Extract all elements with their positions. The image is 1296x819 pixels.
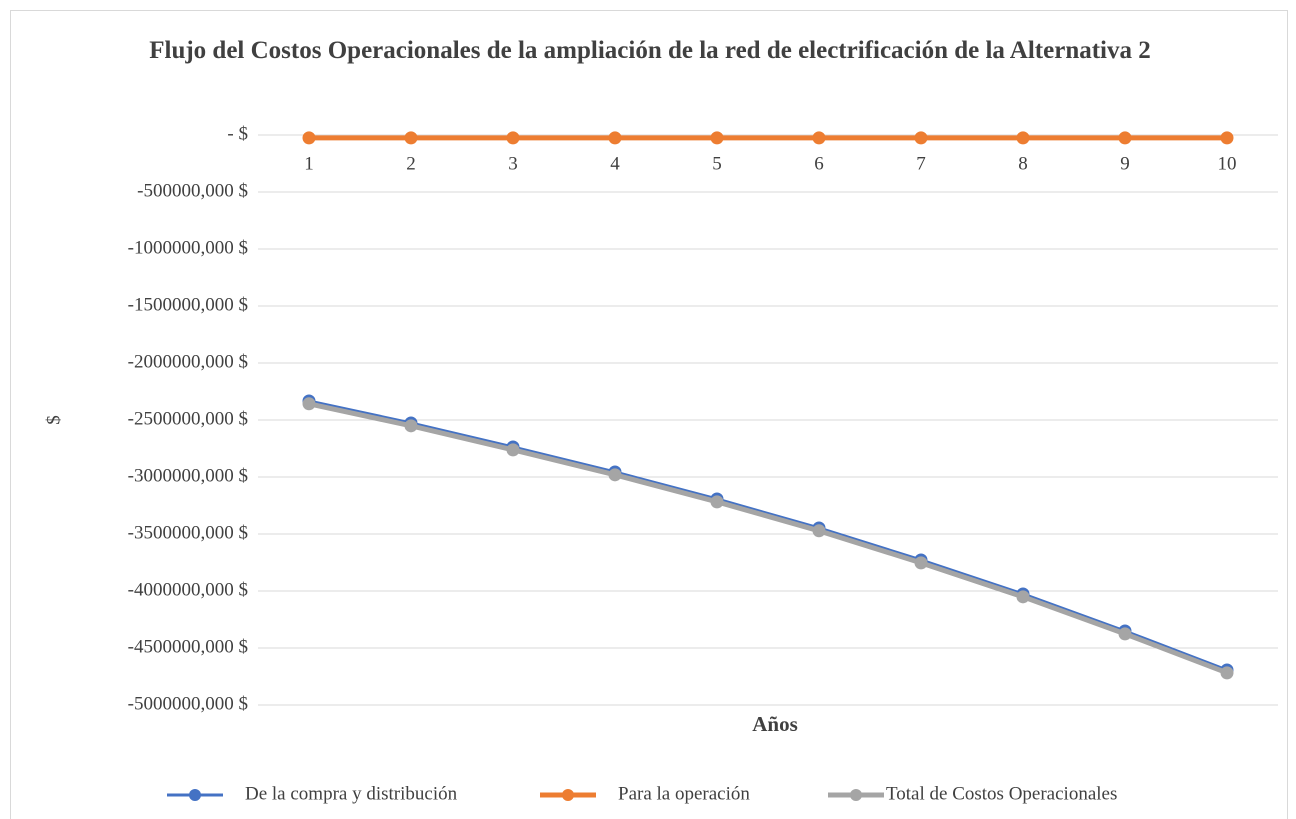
x-tick-label: 2 — [406, 153, 416, 174]
point-marker — [506, 131, 520, 145]
series-line — [308, 399, 1228, 672]
y-tick-label: -500000,000 $ — [137, 180, 248, 201]
x-tick-label: 7 — [916, 153, 926, 174]
legend-marker — [189, 789, 201, 801]
y-axis-title: $ — [43, 415, 64, 425]
legend-label: Para la operación — [618, 783, 750, 804]
y-tick-label: -5000000,000 $ — [128, 693, 248, 714]
legend-marker — [850, 789, 862, 801]
chart-border — [10, 10, 1288, 819]
point-marker — [1016, 590, 1030, 604]
point-marker — [506, 443, 520, 457]
x-tick-label: 8 — [1018, 153, 1028, 174]
point-marker — [404, 419, 418, 433]
point-marker — [914, 131, 928, 145]
point-marker — [302, 131, 316, 145]
x-tick-label: 5 — [712, 153, 722, 174]
legend-label: Total de Costos Operacionales — [886, 783, 1117, 804]
y-tick-label: -2000000,000 $ — [128, 351, 248, 372]
y-tick-label: -2500000,000 $ — [128, 408, 248, 429]
point-marker — [812, 131, 826, 145]
point-marker — [710, 495, 724, 509]
x-tick-label: 4 — [610, 153, 620, 174]
point-marker — [608, 131, 622, 145]
x-tick-label: 10 — [1218, 153, 1237, 174]
point-marker — [1220, 666, 1234, 680]
y-tick-label: -1500000,000 $ — [128, 294, 248, 315]
x-tick-label: 1 — [304, 153, 314, 174]
legend-marker — [562, 789, 574, 801]
y-tick-label: -4000000,000 $ — [128, 579, 248, 600]
point-marker — [1118, 627, 1132, 641]
x-tick-label: 3 — [508, 153, 518, 174]
point-marker — [608, 468, 622, 482]
y-tick-label: -4500000,000 $ — [128, 636, 248, 657]
series-line — [308, 401, 1228, 676]
x-axis-title: Años — [752, 712, 798, 736]
y-tick-label: -3000000,000 $ — [128, 465, 248, 486]
point-marker — [1118, 131, 1132, 145]
y-tick-label: - $ — [227, 123, 248, 144]
point-marker — [710, 131, 724, 145]
chart-title: Flujo del Costos Operacionales de la amp… — [149, 37, 1151, 64]
point-marker — [914, 556, 928, 570]
x-tick-label: 9 — [1120, 153, 1130, 174]
point-marker — [404, 131, 418, 145]
x-tick-label: 6 — [814, 153, 824, 174]
legend-label: De la compra y distribución — [245, 783, 458, 804]
point-marker — [302, 397, 316, 411]
y-tick-label: -1000000,000 $ — [128, 237, 248, 258]
point-marker — [1220, 131, 1234, 145]
point-marker — [1016, 131, 1030, 145]
y-tick-label: -3500000,000 $ — [128, 522, 248, 543]
point-marker — [812, 524, 826, 538]
